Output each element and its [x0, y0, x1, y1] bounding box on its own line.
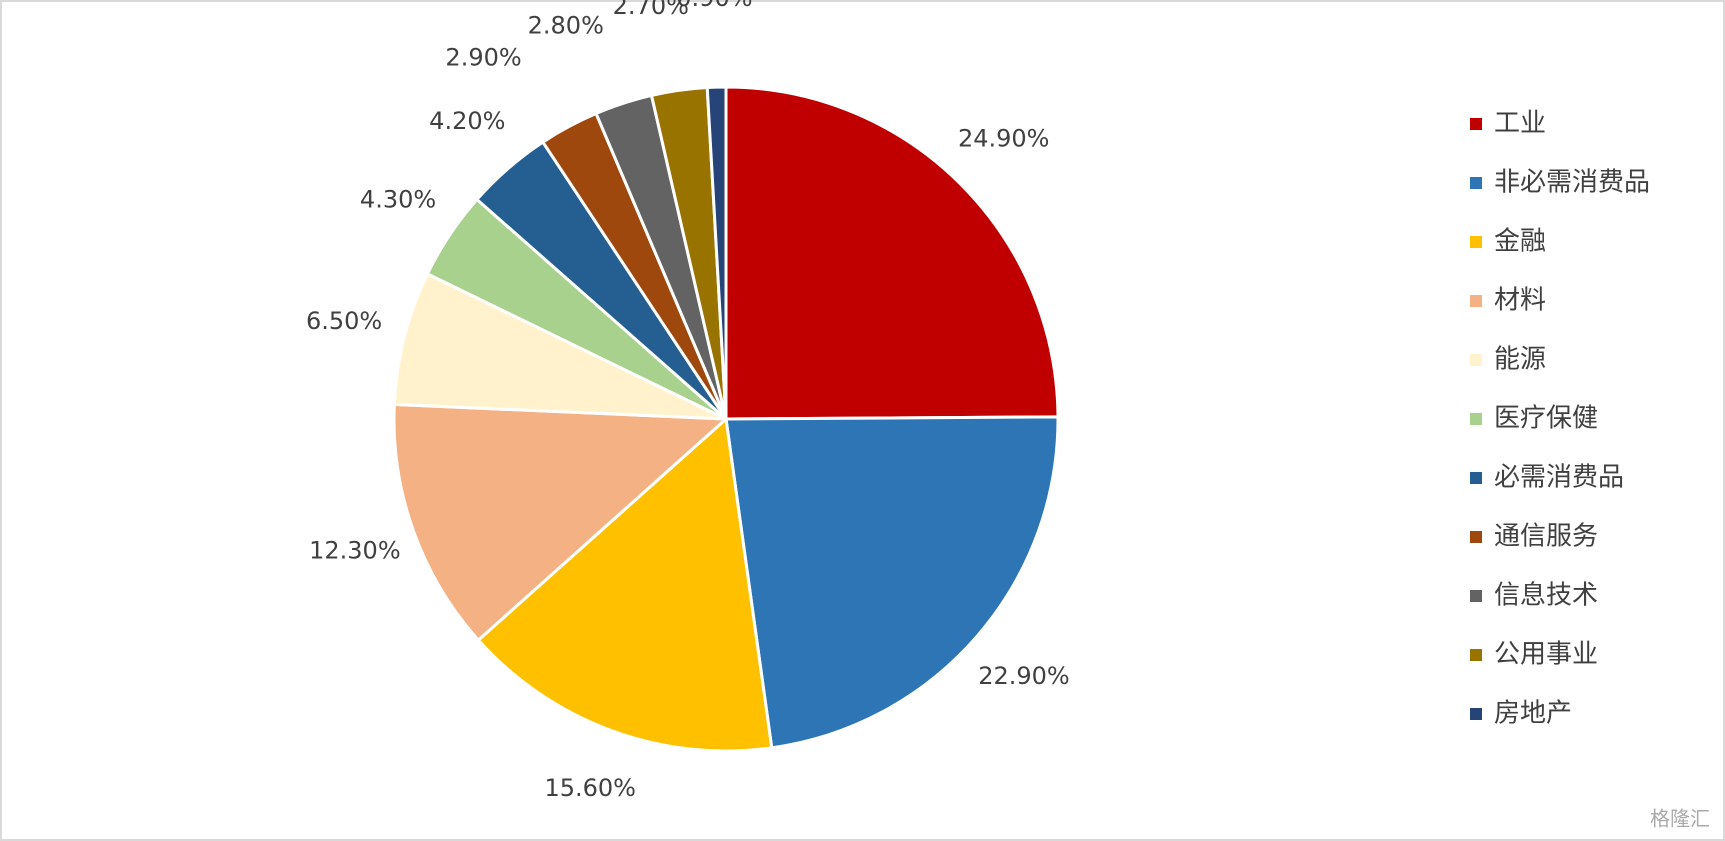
- data-label: 0.90%: [676, 0, 752, 12]
- legend-swatch: [1470, 413, 1482, 425]
- pie-slice: [476, 416, 774, 753]
- data-label: 2.90%: [445, 43, 521, 71]
- legend-label: 公用事业: [1494, 640, 1598, 670]
- pie-slice: [392, 402, 730, 643]
- data-label: 22.90%: [978, 662, 1070, 690]
- legend-swatch: [1470, 177, 1482, 189]
- legend-label: 医疗保健: [1494, 404, 1598, 434]
- legend-label: 信息技术: [1494, 581, 1598, 611]
- watermark: 格隆汇: [1650, 807, 1710, 831]
- pie-slice: [724, 415, 1060, 750]
- legend-swatch: [1470, 590, 1482, 602]
- data-label: 12.30%: [309, 536, 401, 564]
- pie-slice: [705, 85, 728, 420]
- legend-swatch: [1470, 354, 1482, 366]
- legend-label: 金融: [1494, 227, 1546, 257]
- data-label: 4.20%: [429, 107, 505, 135]
- pie-slice: [724, 85, 1060, 421]
- legend-label: 工业: [1494, 109, 1546, 139]
- legend-label: 房地产: [1494, 699, 1572, 729]
- legend-swatch: [1470, 472, 1482, 484]
- legend-swatch: [1470, 295, 1482, 307]
- legend-swatch: [1470, 708, 1482, 720]
- legend-label: 能源: [1494, 345, 1546, 375]
- data-label: 2.80%: [528, 12, 604, 40]
- legend-swatch: [1470, 531, 1482, 543]
- legend-label: 通信服务: [1494, 522, 1598, 552]
- legend-label: 必需消费品: [1494, 463, 1624, 493]
- legend-swatch: [1470, 236, 1482, 248]
- legend-label: 材料: [1494, 286, 1546, 316]
- data-label: 24.90%: [958, 125, 1050, 153]
- legend-swatch: [1470, 118, 1482, 130]
- data-label: 6.50%: [306, 307, 382, 335]
- data-label: 2.70%: [613, 0, 689, 20]
- pie-slice: [392, 271, 727, 421]
- data-label: 15.60%: [544, 774, 636, 802]
- legend-label: 非必需消费品: [1494, 168, 1650, 198]
- data-label: 4.30%: [360, 186, 436, 214]
- legend-swatch: [1470, 649, 1482, 661]
